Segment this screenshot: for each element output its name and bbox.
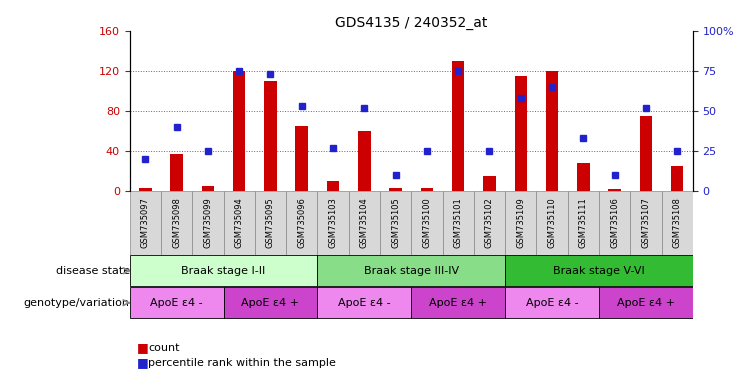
Bar xyxy=(265,81,276,191)
Bar xyxy=(161,191,192,255)
Bar xyxy=(317,287,411,318)
Text: ApoE ε4 -: ApoE ε4 - xyxy=(525,298,579,308)
Title: GDS4135 / 240352_at: GDS4135 / 240352_at xyxy=(335,16,488,30)
Text: Braak stage III-IV: Braak stage III-IV xyxy=(364,266,459,276)
Text: GSM735106: GSM735106 xyxy=(610,197,619,248)
Text: count: count xyxy=(148,343,180,353)
Bar xyxy=(483,176,496,191)
Text: ApoE ε4 -: ApoE ε4 - xyxy=(150,298,203,308)
Text: Braak stage V-VI: Braak stage V-VI xyxy=(553,266,645,276)
Bar xyxy=(452,61,465,191)
Bar xyxy=(224,287,317,318)
Bar xyxy=(473,191,505,255)
Text: ApoE ε4 +: ApoE ε4 + xyxy=(242,298,299,308)
Bar xyxy=(286,191,317,255)
Bar xyxy=(639,116,652,191)
Text: GSM735098: GSM735098 xyxy=(172,197,181,248)
Bar xyxy=(358,131,370,191)
Text: GSM735107: GSM735107 xyxy=(642,197,651,248)
Bar xyxy=(327,181,339,191)
Bar xyxy=(599,191,631,255)
Text: GSM735111: GSM735111 xyxy=(579,197,588,248)
Bar xyxy=(505,255,693,286)
Text: GSM735100: GSM735100 xyxy=(422,197,431,248)
Text: ApoE ε4 +: ApoE ε4 + xyxy=(617,298,675,308)
Bar xyxy=(546,71,558,191)
Bar xyxy=(139,188,152,191)
Bar xyxy=(317,255,505,286)
Text: ■: ■ xyxy=(137,341,149,354)
Bar xyxy=(505,287,599,318)
Bar xyxy=(224,191,255,255)
Bar xyxy=(130,255,317,286)
Bar xyxy=(536,191,568,255)
Text: GSM735108: GSM735108 xyxy=(673,197,682,248)
Bar xyxy=(255,191,286,255)
Bar xyxy=(411,191,442,255)
Bar xyxy=(192,191,224,255)
Text: GSM735101: GSM735101 xyxy=(453,197,462,248)
Bar xyxy=(514,76,527,191)
Text: disease state: disease state xyxy=(56,266,130,276)
Text: GSM735110: GSM735110 xyxy=(548,197,556,248)
Text: ApoE ε4 +: ApoE ε4 + xyxy=(429,298,487,308)
Bar xyxy=(233,71,245,191)
Text: ■: ■ xyxy=(137,356,149,369)
Bar xyxy=(296,126,308,191)
Bar xyxy=(389,188,402,191)
Bar xyxy=(380,191,411,255)
Bar xyxy=(411,287,505,318)
Bar xyxy=(577,163,590,191)
Text: ApoE ε4 -: ApoE ε4 - xyxy=(338,298,391,308)
Bar xyxy=(608,189,621,191)
Text: GSM735102: GSM735102 xyxy=(485,197,494,248)
Bar xyxy=(202,186,214,191)
Bar xyxy=(421,188,433,191)
Text: GSM735094: GSM735094 xyxy=(235,197,244,248)
Bar xyxy=(599,287,693,318)
Text: GSM735099: GSM735099 xyxy=(203,197,213,248)
Bar xyxy=(442,191,473,255)
Text: GSM735103: GSM735103 xyxy=(328,197,338,248)
Bar xyxy=(662,191,693,255)
Text: genotype/variation: genotype/variation xyxy=(24,298,130,308)
Bar xyxy=(349,191,380,255)
Text: GSM735105: GSM735105 xyxy=(391,197,400,248)
Bar xyxy=(631,191,662,255)
Bar xyxy=(170,154,183,191)
Bar xyxy=(130,287,224,318)
Bar xyxy=(130,191,161,255)
Text: GSM735095: GSM735095 xyxy=(266,197,275,248)
Bar xyxy=(505,191,536,255)
Bar xyxy=(671,166,683,191)
Bar xyxy=(568,191,599,255)
Text: GSM735097: GSM735097 xyxy=(141,197,150,248)
Text: percentile rank within the sample: percentile rank within the sample xyxy=(148,358,336,368)
Text: GSM735104: GSM735104 xyxy=(360,197,369,248)
Text: GSM735109: GSM735109 xyxy=(516,197,525,248)
Bar xyxy=(317,191,349,255)
Text: GSM735096: GSM735096 xyxy=(297,197,306,248)
Text: Braak stage I-II: Braak stage I-II xyxy=(182,266,266,276)
